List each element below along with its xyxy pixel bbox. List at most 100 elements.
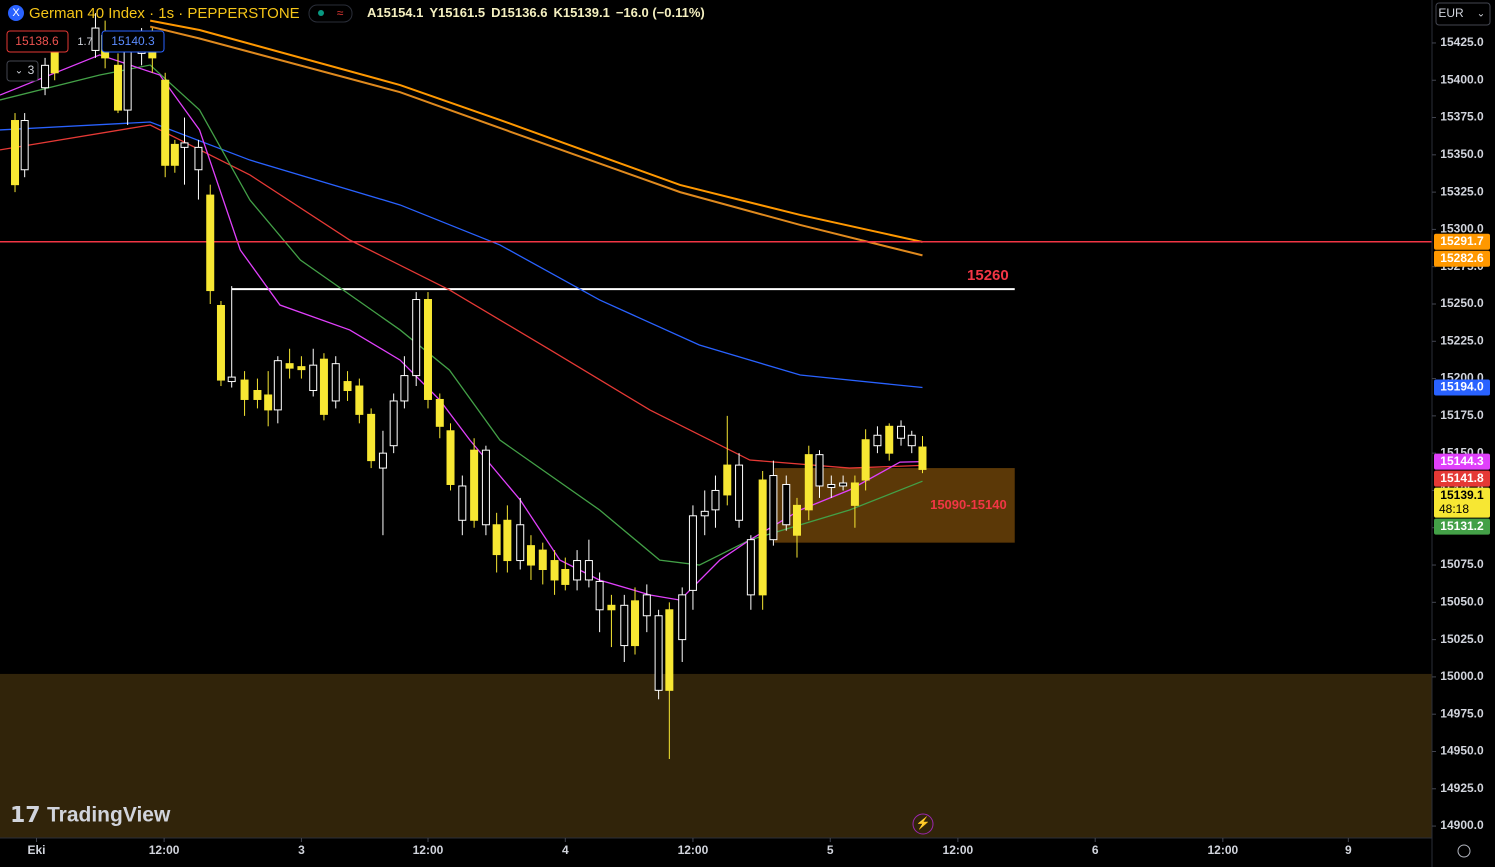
candle-body bbox=[516, 524, 525, 562]
candle-body bbox=[367, 413, 376, 462]
y-tick-label: 14975.0 bbox=[1440, 706, 1484, 720]
price-badge-label: 15131.2 bbox=[1440, 519, 1484, 533]
candle-body bbox=[91, 27, 100, 51]
candle-body bbox=[815, 454, 824, 487]
price-badge bbox=[1434, 470, 1490, 487]
candle-body bbox=[550, 560, 559, 581]
price-badge bbox=[1434, 250, 1490, 267]
candle-body bbox=[113, 64, 122, 111]
candle-body bbox=[885, 425, 894, 454]
candle-body bbox=[206, 194, 215, 292]
candle-body bbox=[446, 430, 455, 485]
x-tick-label: 3 bbox=[298, 843, 305, 857]
candle-body bbox=[492, 524, 501, 556]
currency-button[interactable] bbox=[1435, 2, 1491, 26]
status-dot bbox=[318, 10, 324, 16]
status-icon: ≈ bbox=[337, 6, 344, 20]
candle-body bbox=[319, 358, 328, 415]
candle-body bbox=[378, 452, 387, 469]
price-badge bbox=[1434, 379, 1490, 396]
candle-body bbox=[758, 479, 767, 596]
price-badge-label: 15291.7 bbox=[1440, 234, 1484, 248]
candle-body bbox=[769, 475, 778, 541]
ma-line bbox=[149, 25, 923, 257]
y-tick-label: 14900.0 bbox=[1440, 818, 1484, 832]
candle-body bbox=[123, 49, 132, 111]
ohlc-item: K15139.1 bbox=[553, 5, 609, 20]
candle-body bbox=[161, 79, 170, 166]
currency: EUR bbox=[1438, 6, 1464, 20]
candle-body bbox=[792, 504, 801, 536]
alert-glyph: ⚡ bbox=[916, 816, 931, 830]
candle-body bbox=[654, 615, 663, 691]
sell-price: 15138.6 bbox=[15, 34, 59, 48]
candle-body bbox=[435, 398, 444, 427]
candle-body bbox=[804, 454, 813, 511]
candle-body bbox=[827, 483, 836, 488]
level-label: 15260 bbox=[967, 267, 1009, 284]
price-badge-label: 15139.1 bbox=[1440, 488, 1484, 502]
candle-body bbox=[620, 604, 629, 647]
ohlc-item: Y15161.5 bbox=[429, 5, 485, 20]
zone bbox=[774, 468, 1015, 543]
settings-icon[interactable] bbox=[1457, 844, 1471, 858]
y-tick-label: 14925.0 bbox=[1440, 781, 1484, 795]
x-tick-label: 12:00 bbox=[149, 843, 180, 857]
ohlc-item: D15136.6 bbox=[491, 5, 547, 20]
ma-line bbox=[0, 121, 923, 389]
alert-icon[interactable] bbox=[912, 813, 934, 835]
price-badge-label: 15194.0 bbox=[1440, 380, 1484, 394]
candle-body bbox=[538, 549, 547, 571]
ohlc-item: A15154.1 bbox=[367, 5, 423, 20]
sell-button[interactable] bbox=[6, 30, 69, 53]
y-tick-label: 15000.0 bbox=[1440, 669, 1484, 683]
candle-body bbox=[723, 464, 732, 496]
candle-body bbox=[285, 363, 294, 369]
x-tick-label: 6 bbox=[1092, 843, 1099, 857]
candle-body bbox=[297, 366, 306, 371]
ma-line bbox=[149, 19, 923, 243]
zone bbox=[0, 673, 1432, 838]
candle-body bbox=[11, 120, 20, 186]
candle-body bbox=[907, 434, 916, 447]
candle-body bbox=[389, 400, 398, 447]
candle-body bbox=[573, 560, 582, 581]
price-badge bbox=[1434, 518, 1490, 535]
candle-body bbox=[631, 600, 640, 647]
buy-button[interactable] bbox=[101, 30, 165, 53]
chevron: ⌄ bbox=[15, 66, 23, 77]
candle-body bbox=[873, 434, 882, 447]
candle-body bbox=[470, 449, 479, 521]
candle-body bbox=[918, 446, 927, 470]
price-badge-label: 15282.6 bbox=[1440, 251, 1484, 265]
price-badge bbox=[1434, 487, 1490, 518]
candle-body bbox=[50, 49, 59, 74]
y-tick-label: 15325.0 bbox=[1440, 184, 1484, 198]
symbol-title[interactable]: German 40 Index · 1s · PEPPERSTONE bbox=[29, 5, 300, 22]
candle-body bbox=[412, 299, 421, 377]
candle-body bbox=[688, 515, 697, 591]
candle-body bbox=[20, 120, 29, 171]
x-tick-label: 12:00 bbox=[678, 843, 709, 857]
candle-body bbox=[746, 539, 755, 596]
x-tick-label: 9 bbox=[1345, 843, 1352, 857]
candle-body bbox=[41, 64, 50, 89]
price-badge-label: 15141.8 bbox=[1440, 471, 1484, 485]
symbol-logo[interactable] bbox=[8, 5, 24, 21]
candle-body bbox=[355, 385, 364, 415]
spread: 1.7 bbox=[77, 36, 92, 48]
candle-body bbox=[331, 363, 340, 402]
y-tick-label: 15375.0 bbox=[1440, 110, 1484, 124]
candle-body bbox=[839, 482, 848, 487]
y-tick-label: 15250.0 bbox=[1440, 296, 1484, 310]
candle-body bbox=[861, 439, 870, 481]
price-badge bbox=[1434, 453, 1490, 470]
indicator-count: 3 bbox=[28, 63, 35, 77]
candle-body bbox=[180, 142, 189, 148]
candle-body bbox=[194, 146, 203, 171]
candle-body bbox=[227, 376, 236, 383]
x-tick-label: 4 bbox=[562, 843, 569, 857]
indicator-toggle[interactable] bbox=[6, 60, 39, 82]
y-tick-label: 15175.0 bbox=[1440, 408, 1484, 422]
buy-price: 15140.3 bbox=[111, 34, 155, 48]
